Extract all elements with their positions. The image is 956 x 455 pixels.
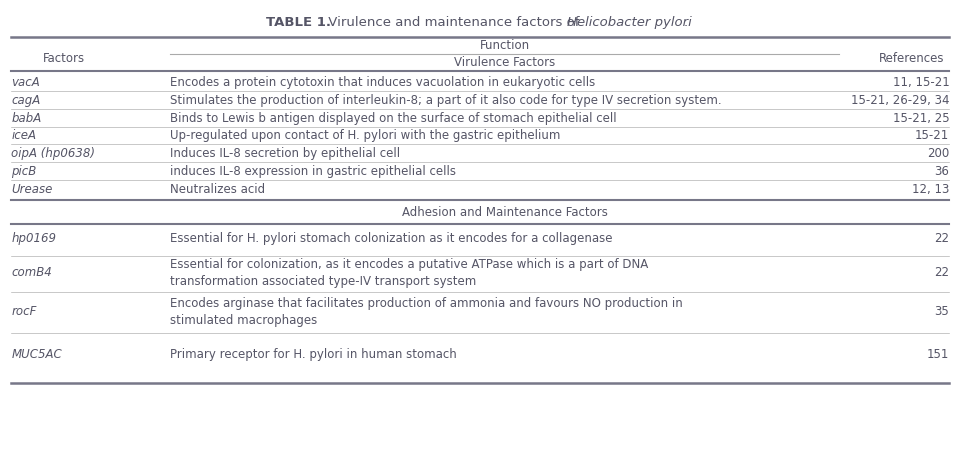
Text: 35: 35: [935, 305, 949, 318]
Text: 15-21: 15-21: [915, 129, 949, 142]
Text: Factors: Factors: [43, 52, 85, 65]
Text: 15-21, 25: 15-21, 25: [893, 111, 949, 125]
Text: Urease: Urease: [11, 182, 53, 196]
Text: TABLE 1.: TABLE 1.: [267, 16, 332, 29]
Text: Neutralizes acid: Neutralizes acid: [170, 182, 266, 196]
Text: .: .: [684, 16, 687, 29]
Text: 36: 36: [934, 165, 949, 178]
Text: 11, 15-21: 11, 15-21: [893, 76, 949, 89]
Text: 22: 22: [934, 267, 949, 279]
Text: Primary receptor for H. pylori in human stomach: Primary receptor for H. pylori in human …: [170, 349, 457, 361]
Text: comB4: comB4: [11, 267, 53, 279]
Text: MUC5AC: MUC5AC: [11, 349, 62, 361]
Text: Adhesion and Maintenance Factors: Adhesion and Maintenance Factors: [402, 206, 608, 219]
Text: vacA: vacA: [11, 76, 40, 89]
Text: babA: babA: [11, 111, 42, 125]
Text: Virulence Factors: Virulence Factors: [454, 56, 555, 69]
Text: Essential for H. pylori stomach colonization as it encodes for a collagenase: Essential for H. pylori stomach coloniza…: [170, 233, 613, 245]
Text: 151: 151: [927, 349, 949, 361]
Text: oipA (hp0638): oipA (hp0638): [11, 147, 96, 160]
Text: rocF: rocF: [11, 305, 37, 318]
Text: 22: 22: [934, 233, 949, 245]
Text: Encodes arginase that facilitates production of ammonia and favours NO productio: Encodes arginase that facilitates produc…: [170, 297, 683, 327]
Text: Essential for colonization, as it encodes a putative ATPase which is a part of D: Essential for colonization, as it encode…: [170, 258, 648, 288]
Text: 200: 200: [927, 147, 949, 160]
Text: Encodes a protein cytotoxin that induces vacuolation in eukaryotic cells: Encodes a protein cytotoxin that induces…: [170, 76, 596, 89]
Text: Function: Function: [480, 39, 530, 52]
Text: 15-21, 26-29, 34: 15-21, 26-29, 34: [851, 94, 949, 107]
Text: cagA: cagA: [11, 94, 41, 107]
Text: References: References: [879, 52, 945, 65]
Text: Induces IL-8 secretion by epithelial cell: Induces IL-8 secretion by epithelial cel…: [170, 147, 401, 160]
Text: Up-regulated upon contact of H. pylori with the gastric epithelium: Up-regulated upon contact of H. pylori w…: [170, 129, 560, 142]
Text: Stimulates the production of interleukin-8; a part of it also code for type IV s: Stimulates the production of interleukin…: [170, 94, 722, 107]
Text: Helicobacter pylori: Helicobacter pylori: [567, 16, 692, 29]
Text: iceA: iceA: [11, 129, 36, 142]
Text: Virulence and maintenance factors of: Virulence and maintenance factors of: [324, 16, 584, 29]
Text: picB: picB: [11, 165, 36, 178]
Text: Binds to Lewis b antigen displayed on the surface of stomach epithelial cell: Binds to Lewis b antigen displayed on th…: [170, 111, 617, 125]
Text: hp0169: hp0169: [11, 233, 56, 245]
Text: induces IL-8 expression in gastric epithelial cells: induces IL-8 expression in gastric epith…: [170, 165, 456, 178]
Text: 12, 13: 12, 13: [912, 182, 949, 196]
